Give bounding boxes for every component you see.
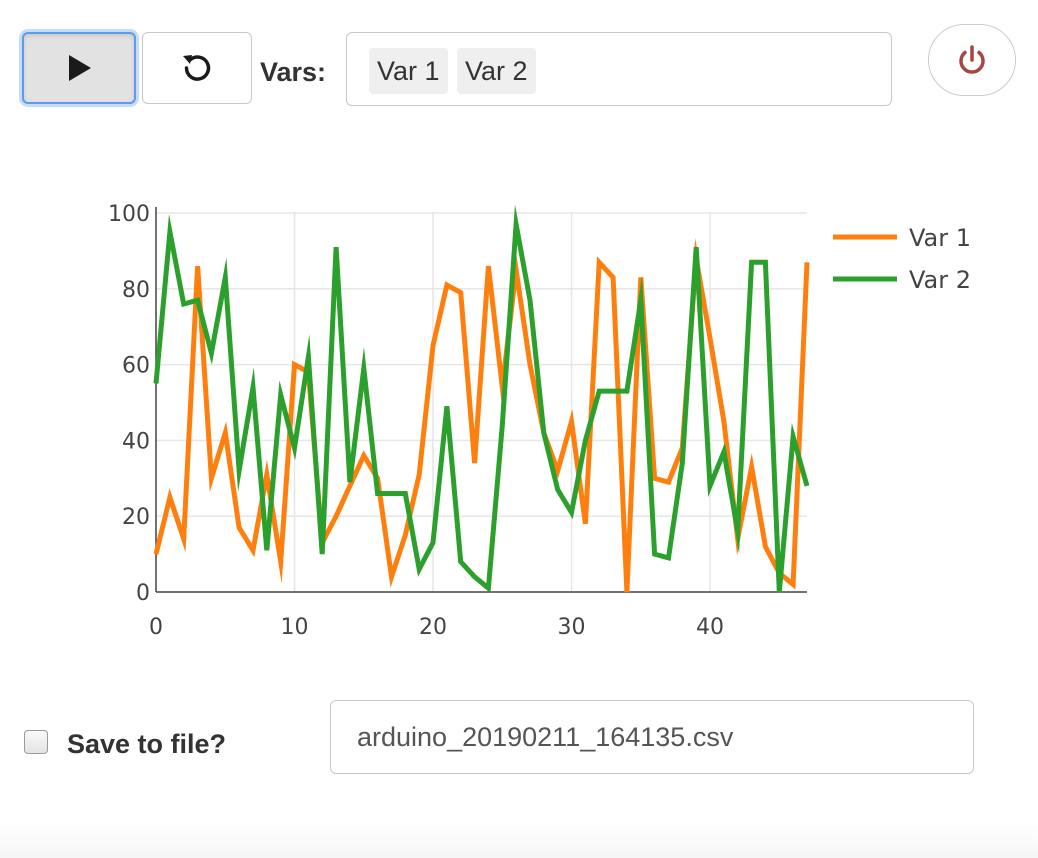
vars-label: Vars: — [260, 57, 327, 87]
legend-label-2[interactable]: Var 2 — [909, 266, 971, 294]
var-tag-1[interactable]: Var 1 — [369, 48, 448, 94]
y-tick-label: 80 — [122, 278, 150, 303]
legend-label-1[interactable]: Var 1 — [909, 224, 971, 252]
y-tick-label: 100 — [108, 202, 150, 227]
play-button[interactable] — [22, 32, 136, 104]
series-line-2[interactable] — [153, 204, 810, 594]
reset-button[interactable] — [142, 32, 252, 104]
power-icon — [959, 45, 985, 74]
save-to-file-checkbox[interactable] — [24, 730, 48, 754]
x-tick-label: 10 — [281, 615, 309, 640]
play-icon — [69, 55, 91, 81]
footer-strip — [0, 820, 1038, 858]
y-tick-label: 0 — [136, 581, 150, 606]
save-to-file-label: Save to file? — [67, 729, 227, 759]
chart-series — [153, 204, 810, 594]
vars-select[interactable]: Var 1 Var 2 — [346, 32, 892, 106]
power-button[interactable] — [928, 24, 1016, 96]
reset-icon — [183, 55, 211, 81]
x-tick-label: 40 — [696, 615, 724, 640]
y-tick-label: 40 — [122, 429, 150, 454]
y-tick-label: 60 — [122, 354, 150, 379]
x-tick-label: 20 — [419, 615, 447, 640]
chart-legend: Var 1 Var 2 — [833, 224, 971, 294]
var-tag-2[interactable]: Var 2 — [457, 48, 536, 94]
x-tick-label: 30 — [558, 615, 586, 640]
chart-axes: 0 20 40 60 80 100 0 10 20 30 40 — [108, 202, 807, 640]
y-tick-label: 20 — [122, 505, 150, 530]
filename-input[interactable] — [330, 700, 974, 774]
x-tick-label: 0 — [149, 615, 163, 640]
